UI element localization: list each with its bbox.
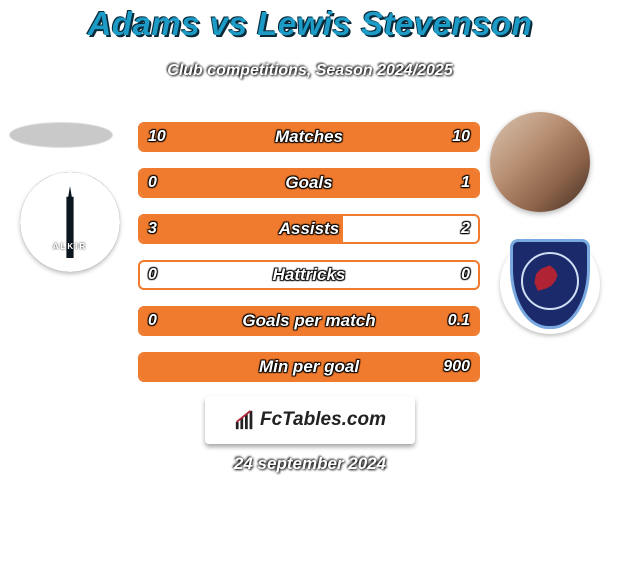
stat-label: Min per goal [138,352,480,382]
stat-row: 00Hattricks [138,260,480,290]
footer-brand-text: FcTables.com [260,409,386,431]
footer-brand-badge: FcTables.com [205,396,415,444]
stat-label: Goals per match [138,306,480,336]
stat-label: Matches [138,122,480,152]
stat-row: 00.1Goals per match [138,306,480,336]
stat-row: 900Min per goal [138,352,480,382]
raith-shield-icon [510,239,590,329]
date-caption: 24 september 2024 [0,454,620,474]
stat-row: 1010Matches [138,122,480,152]
fctables-logo-icon [234,409,256,431]
page-title: Adams vs Lewis Stevenson [0,5,620,43]
stat-bars: 1010Matches 01Goals 32Assists 00Hattricks 00… [138,122,480,398]
stat-label: Hattricks [138,260,480,290]
stat-row: 01Goals [138,168,480,198]
subtitle: Club competitions, Season 2024/2025 [0,62,620,80]
stat-row: 32Assists [138,214,480,244]
club-badge-right [500,234,600,334]
stat-label: Goals [138,168,480,198]
stat-label: Assists [138,214,480,244]
badge-left-text: ALKIR [20,242,120,251]
player-left-avatar [9,122,113,148]
club-badge-left: ALKIR [20,172,120,272]
player-right-avatar [490,112,590,212]
